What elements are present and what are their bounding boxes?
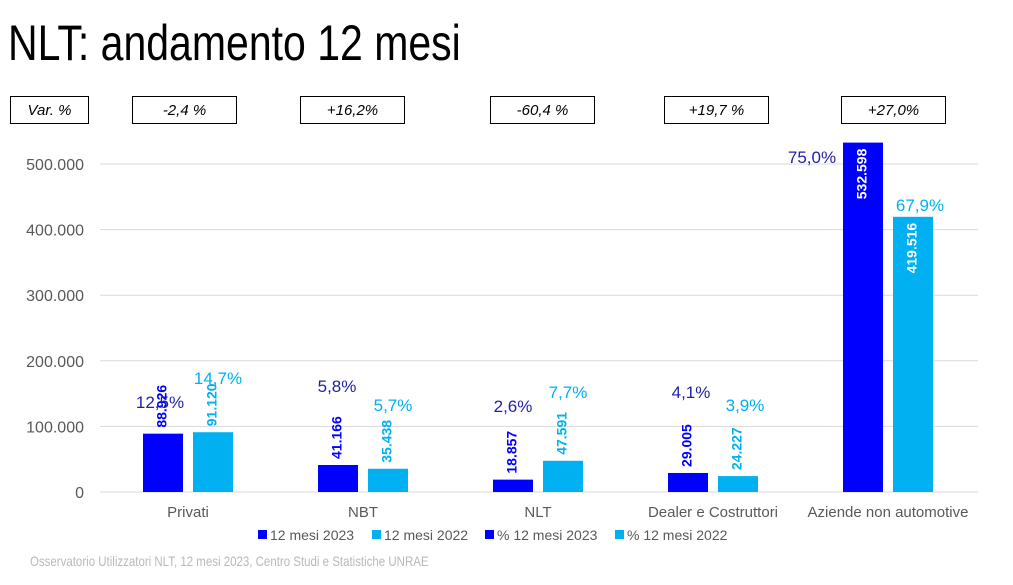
bar-2023 — [668, 472, 708, 492]
x-tick-label: Aziende non automotive — [808, 504, 969, 521]
y-tick-label: 300.000 — [26, 288, 84, 305]
legend-label: % 12 mesi 2023 — [497, 527, 598, 543]
y-tick-label: 500.000 — [26, 157, 84, 174]
legend-swatch — [485, 530, 494, 539]
y-tick-label: 200.000 — [26, 354, 84, 371]
share-label-2023: 12,5% — [136, 393, 184, 412]
variation-box: +19,7 % — [664, 96, 769, 124]
legend-swatch — [615, 530, 624, 539]
x-tick-label: Dealer e Costruttori — [648, 504, 778, 521]
bar-2022 — [193, 432, 233, 492]
value-label-2022: 91.120 — [204, 383, 220, 426]
bar-2023 — [318, 464, 358, 492]
share-label-2022: 7,7% — [549, 383, 588, 402]
share-label-2022: 14,7% — [194, 369, 242, 388]
share-label-2023: 2,6% — [494, 397, 533, 416]
value-label-2022: 419.516 — [904, 223, 920, 274]
bar-2023 — [493, 479, 533, 492]
legend-label: % 12 mesi 2022 — [627, 527, 728, 543]
legend-label: 12 mesi 2022 — [384, 527, 468, 543]
share-label-2023: 75,0% — [788, 148, 836, 167]
y-tick-label: 100.000 — [26, 419, 84, 436]
share-label-2022: 5,7% — [374, 396, 413, 415]
value-label-2023: 88.926 — [154, 385, 170, 428]
y-tick-label: 400.000 — [26, 223, 84, 240]
x-tick-label: Privati — [167, 504, 209, 521]
value-label-2023: 41.166 — [329, 416, 345, 459]
bar-2022 — [718, 476, 758, 492]
bar-2023 — [143, 433, 183, 492]
value-label-2023: 532.598 — [854, 148, 870, 199]
value-label-2023: 29.005 — [679, 424, 695, 467]
value-label-2022: 47.591 — [554, 412, 570, 455]
x-tick-label: NBT — [348, 504, 378, 521]
value-label-2022: 35.438 — [379, 420, 395, 463]
bar-2022 — [893, 216, 933, 493]
variation-box: -2,4 % — [132, 96, 237, 124]
value-label-2022: 24.227 — [729, 427, 745, 470]
y-tick-label: 0 — [75, 485, 84, 502]
variation-box: -60,4 % — [490, 96, 595, 124]
variation-box: +27,0% — [841, 96, 946, 124]
share-label-2023: 5,8% — [318, 377, 357, 396]
value-label-2023: 18.857 — [504, 431, 520, 474]
legend-swatch — [258, 530, 267, 539]
variation-box: +16,2% — [300, 96, 405, 124]
bar-2022 — [543, 460, 583, 492]
share-label-2023: 4,1% — [672, 383, 711, 402]
bar-2022 — [368, 468, 408, 492]
page-title: NLT: andamento 12 mesi — [8, 15, 461, 71]
variation-header: Var. % — [10, 96, 89, 124]
x-tick-label: NLT — [524, 504, 551, 521]
legend-swatch — [372, 530, 381, 539]
bar-2023 — [843, 142, 883, 492]
source-note: Osservatorio Utilizzatori NLT, 12 mesi 2… — [30, 553, 429, 569]
share-label-2022: 3,9% — [726, 396, 765, 415]
legend-label: 12 mesi 2023 — [270, 527, 354, 543]
share-label-2022: 67,9% — [896, 196, 944, 215]
